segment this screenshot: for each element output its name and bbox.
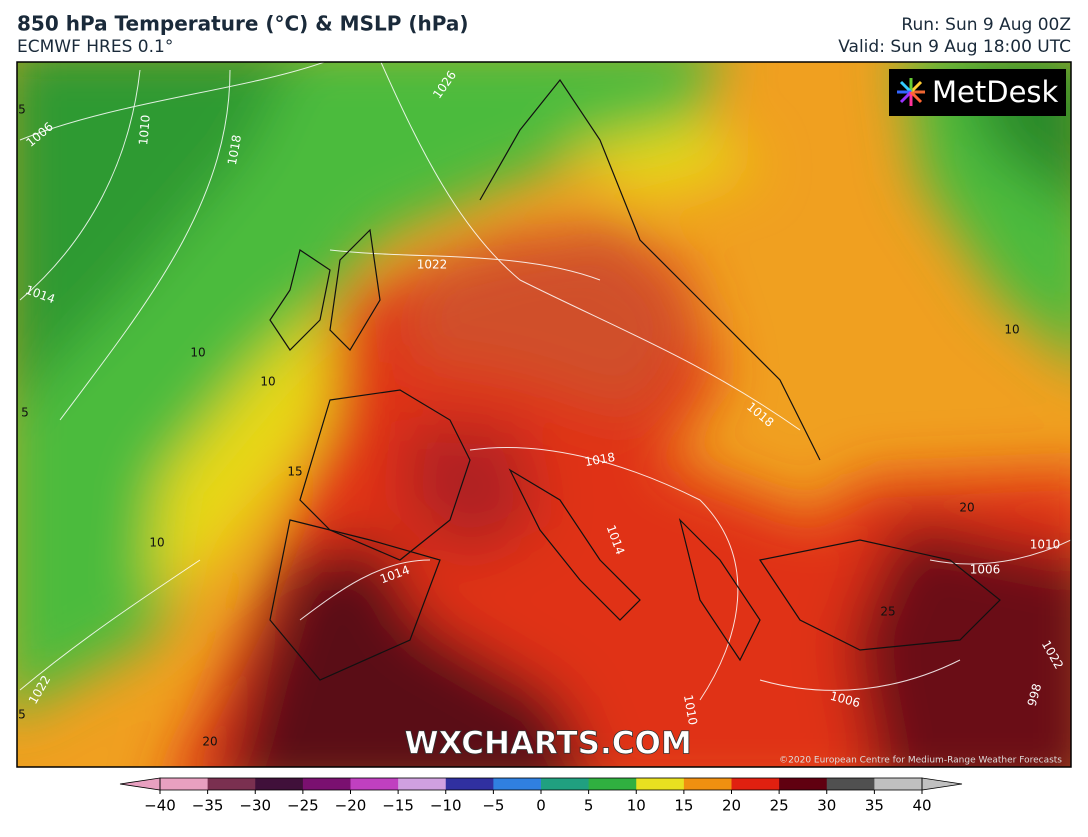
- colorbar-tick-label: 0: [536, 797, 546, 815]
- colorbar-segment: [683, 778, 732, 790]
- title: 850 hPa Temperature (°C) & MSLP (hPa): [17, 12, 468, 36]
- colorbar-tick-label: −25: [287, 797, 319, 815]
- colorbar-tick-label: 15: [674, 797, 693, 815]
- colorbar-tick-label: 25: [770, 797, 789, 815]
- colorbar-segment: [588, 778, 637, 790]
- colorbar-arrow-right: [921, 777, 963, 791]
- colorbar: −40 −35 −30 −25 −20 −15 −10 −5 0 5 10 15 20 25 30 35 40: [119, 777, 963, 815]
- colorbar-tick-label: −15: [382, 797, 414, 815]
- colorbar-segment: [302, 778, 351, 790]
- temperature-label: 15: [287, 465, 302, 479]
- colorbar-tick-label: 40: [912, 797, 931, 815]
- map-frame: [16, 61, 1072, 768]
- temperature-label: 20: [202, 735, 217, 749]
- colorbar-tick-label: 35: [865, 797, 884, 815]
- colorbar-segment: [779, 778, 828, 790]
- colorbar-segment: [350, 778, 399, 790]
- temperature-label: 10: [190, 346, 205, 360]
- logo-text: MetDesk: [932, 75, 1059, 109]
- isobar-label: 1010: [1030, 538, 1061, 552]
- temperature-label: 10: [1004, 323, 1019, 337]
- colorbar-tick-label: −20: [335, 797, 367, 815]
- temperature-label: 20: [959, 501, 974, 515]
- valid-time: Valid: Sun 9 Aug 18:00 UTC: [838, 37, 1071, 57]
- colorbar-tick-label: 20: [722, 797, 741, 815]
- colorbar-segment: [493, 778, 542, 790]
- colorbar-tick-label: −10: [430, 797, 462, 815]
- colorbar-tick-label: −5: [482, 797, 504, 815]
- colorbar-segment: [874, 778, 923, 790]
- isobar-label: 1022: [417, 258, 448, 272]
- temperature-label: 5: [21, 406, 29, 420]
- map: 1006 1010 1018 1026 1014 1022 1018 1018 …: [17, 62, 1071, 767]
- colorbar-arrow-left: [119, 777, 161, 791]
- isobar-label: 1006: [970, 563, 1001, 577]
- temperature-label: 10: [149, 536, 164, 550]
- colorbar-segment: [636, 778, 685, 790]
- colorbar-segment: [826, 778, 875, 790]
- colorbar-tick-label: −40: [144, 797, 176, 815]
- run-time: Run: Sun 9 Aug 00Z: [901, 15, 1071, 35]
- isobar-label: 998: [1025, 682, 1044, 708]
- colorbar-segment: [445, 778, 494, 790]
- subtitle: ECMWF HRES 0.1°: [17, 37, 173, 57]
- temperature-label: 10: [260, 375, 275, 389]
- colorbar-tick-label: −35: [192, 797, 224, 815]
- colorbar-segment: [160, 778, 209, 790]
- logo-icon: [897, 78, 925, 106]
- colorbar-segment: [207, 778, 256, 790]
- colorbar-segment: [731, 778, 780, 790]
- isobar-label: 1018: [584, 450, 617, 469]
- temperature-label: 5: [18, 103, 26, 117]
- isobar-label: 1010: [136, 114, 153, 146]
- copyright: ©2020 European Centre for Medium-Range W…: [779, 756, 1062, 766]
- colorbar-tick-label: 5: [584, 797, 594, 815]
- isobar-label: 1018: [225, 134, 244, 167]
- temperature-label: 25: [880, 605, 895, 619]
- colorbar-tick-label: −30: [239, 797, 271, 815]
- temperature-label: 5: [18, 708, 26, 722]
- colorbar-tick-label: 10: [627, 797, 646, 815]
- colorbar-segment: [541, 778, 590, 790]
- colorbar-tick-label: 30: [817, 797, 836, 815]
- watermark: WXCHARTS.COM: [404, 726, 691, 762]
- colorbar-segment: [255, 778, 304, 790]
- isobar-label: 1010: [681, 694, 700, 727]
- colorbar-segment: [398, 778, 447, 790]
